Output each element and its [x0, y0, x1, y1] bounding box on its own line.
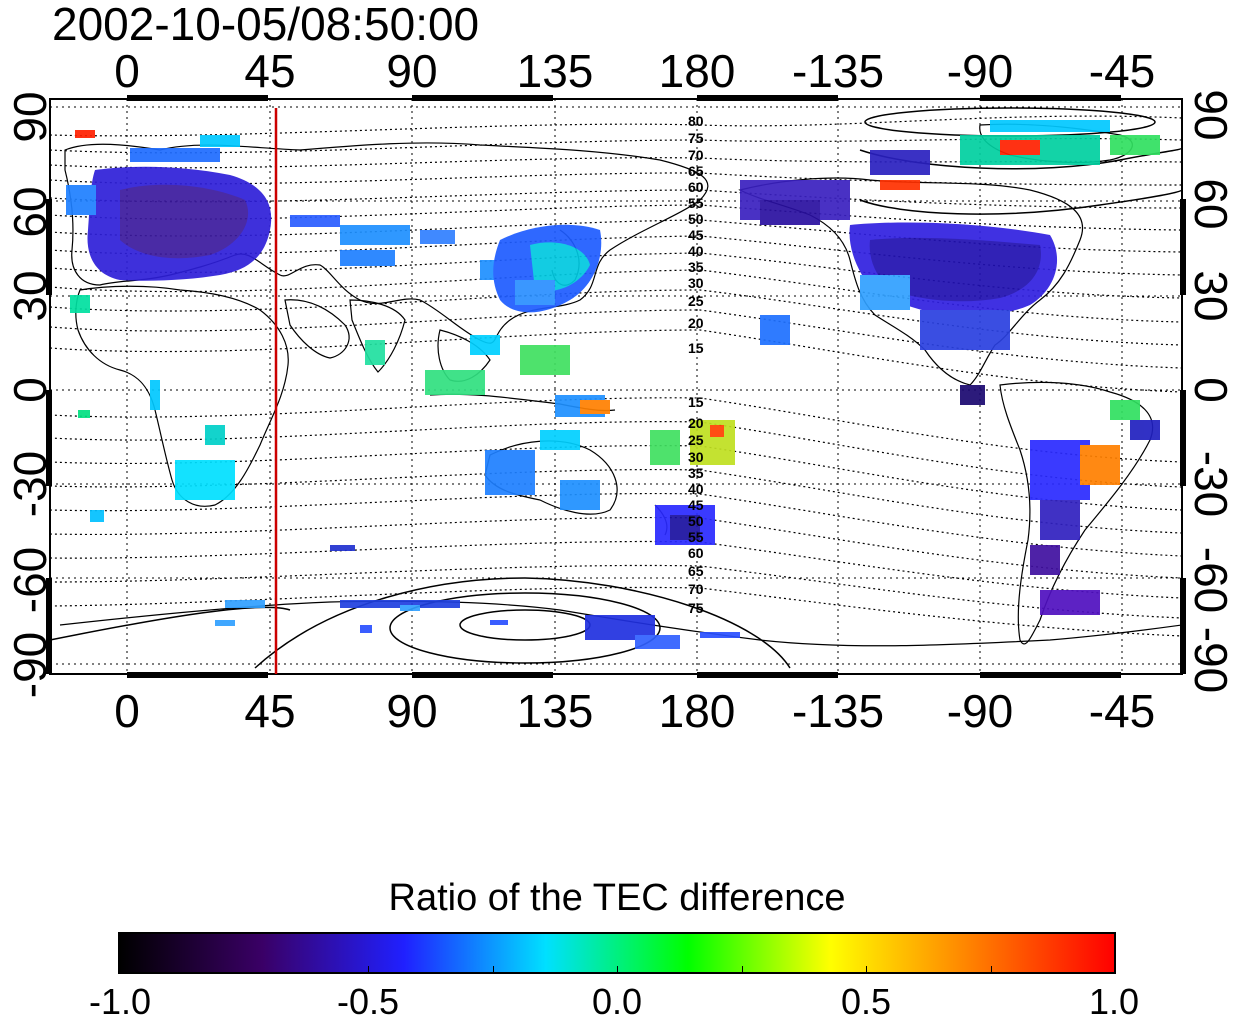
- contour-label: 40: [688, 481, 704, 497]
- contour-label: 25: [688, 432, 704, 448]
- lon-label-top: 180: [658, 45, 736, 97]
- contour-labels-south: 15 20 25 30 35 40 45 50 55 60 65 70 75: [688, 394, 704, 616]
- lon-label-bottom: -90: [946, 685, 1014, 737]
- contour-label: 55: [688, 529, 704, 545]
- lon-label-bottom: -135: [791, 685, 885, 737]
- contour-label: 30: [688, 449, 704, 465]
- colorbar-tick-mark: [742, 966, 743, 974]
- colorbar-label: 0.5: [840, 981, 892, 1022]
- contour-label: 60: [688, 179, 704, 195]
- contour-labels-north: 80 75 70 65 60 55 50 45 40 35 30 25 20 1…: [688, 113, 704, 356]
- contour-label: 20: [688, 415, 704, 431]
- frame-tick-bars: [46, 95, 1186, 678]
- lon-label-bottom: 0: [114, 685, 140, 737]
- contour-label: 55: [688, 195, 704, 211]
- contour-label: 30: [688, 275, 704, 291]
- lon-label-top: -135: [791, 45, 885, 97]
- colorbar-tick-mark: [991, 966, 992, 974]
- lon-label-bottom: 135: [516, 685, 594, 737]
- india-outline: [349, 299, 406, 373]
- lon-label-top: 0: [114, 45, 140, 97]
- colorbar-tick-mark: [866, 966, 867, 974]
- contour-label: 20: [688, 315, 704, 331]
- colorbar-tick-mark: [493, 966, 494, 974]
- contour-label: 65: [688, 563, 704, 579]
- tec-data-patches: [66, 120, 1160, 649]
- contour-label: 15: [688, 340, 704, 356]
- colorbar-tick-mark: [368, 966, 369, 974]
- lon-label-top: 90: [386, 45, 438, 97]
- colorbar-tick-mark: [617, 966, 618, 974]
- polar-contours: [49, 107, 1183, 669]
- lon-label-top: -90: [946, 45, 1014, 97]
- tec-map: 80 75 70 65 60 55 50 45 40 35 30 25 20 1…: [46, 95, 1186, 678]
- contour-label: 65: [688, 163, 704, 179]
- lon-label-top: 45: [244, 45, 296, 97]
- lon-label-bottom: 180: [658, 685, 736, 737]
- colorbar-label: -1.0: [88, 981, 152, 1022]
- colorbar-label: -0.5: [336, 981, 400, 1022]
- contour-label: 15: [688, 394, 704, 410]
- lon-label-top: -45: [1088, 45, 1156, 97]
- colorbar-label: 1.0: [1088, 981, 1140, 1022]
- contour-label: 80: [688, 113, 704, 129]
- contour-label: 40: [688, 243, 704, 259]
- colorbar-title: Ratio of the TEC difference: [388, 877, 846, 919]
- contour-label: 50: [688, 513, 704, 529]
- contour-label: 50: [688, 211, 704, 227]
- contour-label: 70: [688, 147, 704, 163]
- contour-label: 35: [688, 259, 704, 275]
- contour-label: 75: [688, 130, 704, 146]
- timestamp-title: 2002-10-05/08:50:00: [52, 0, 480, 50]
- lon-label-bottom: 45: [244, 685, 296, 737]
- contour-label: 45: [688, 227, 704, 243]
- contour-label: 35: [688, 465, 704, 481]
- lon-label-bottom: -45: [1088, 685, 1156, 737]
- contour-label: 60: [688, 545, 704, 561]
- contour-label: 70: [688, 581, 704, 597]
- colorbar-label: 0.0: [591, 981, 643, 1022]
- contour-label: 45: [688, 497, 704, 513]
- magnetic-latitude-contours: [49, 115, 1183, 637]
- lon-label-top: 135: [516, 45, 594, 97]
- contour-label: 75: [688, 600, 704, 616]
- arabia-outline: [284, 299, 350, 359]
- lon-label-bottom: 90: [386, 685, 438, 737]
- contour-label: 25: [688, 293, 704, 309]
